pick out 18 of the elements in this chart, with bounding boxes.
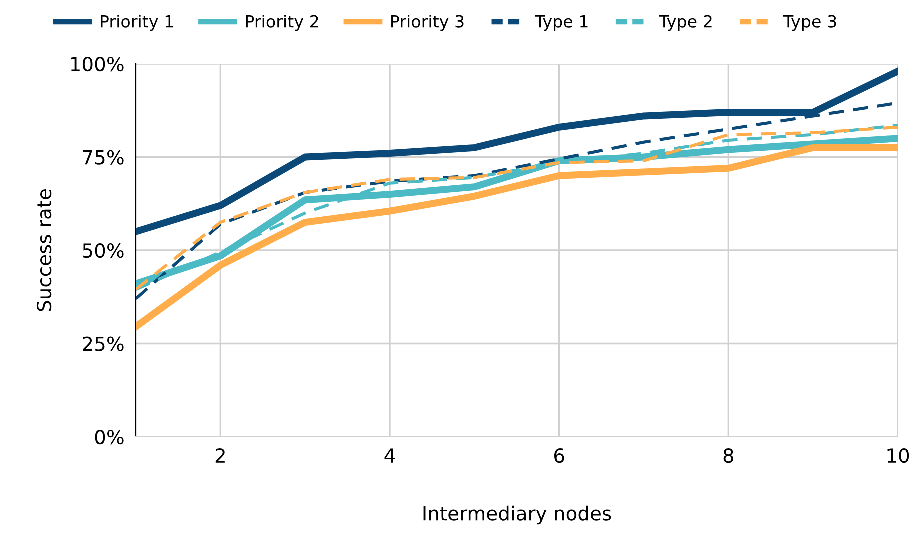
y-axis-title: Success rate — [36, 190, 52, 312]
legend-label: Type 3 — [783, 15, 836, 32]
legend-label: Priority 3 — [392, 15, 464, 32]
legend-label: Type 2 — [659, 15, 712, 32]
x-tick-label: 2 — [216, 448, 225, 463]
x-axis-title: Intermediary nodes — [424, 506, 612, 525]
x-tick-label: 10 — [888, 448, 910, 464]
legend-label: Priority 2 — [246, 15, 318, 32]
y-tick-label: 0% — [95, 430, 124, 445]
x-tick-label: 6 — [554, 448, 564, 464]
legend-label: Type 1 — [535, 16, 588, 32]
y-tick-label: 100% — [71, 56, 124, 72]
y-tick-label: 75% — [83, 150, 124, 165]
y-tick-label: 50% — [83, 243, 124, 258]
legend-label: Priority 1 — [101, 15, 174, 32]
x-tick-label: 8 — [724, 448, 734, 464]
x-tick-label: 4 — [384, 448, 396, 463]
y-tick-label: 25% — [83, 336, 124, 352]
